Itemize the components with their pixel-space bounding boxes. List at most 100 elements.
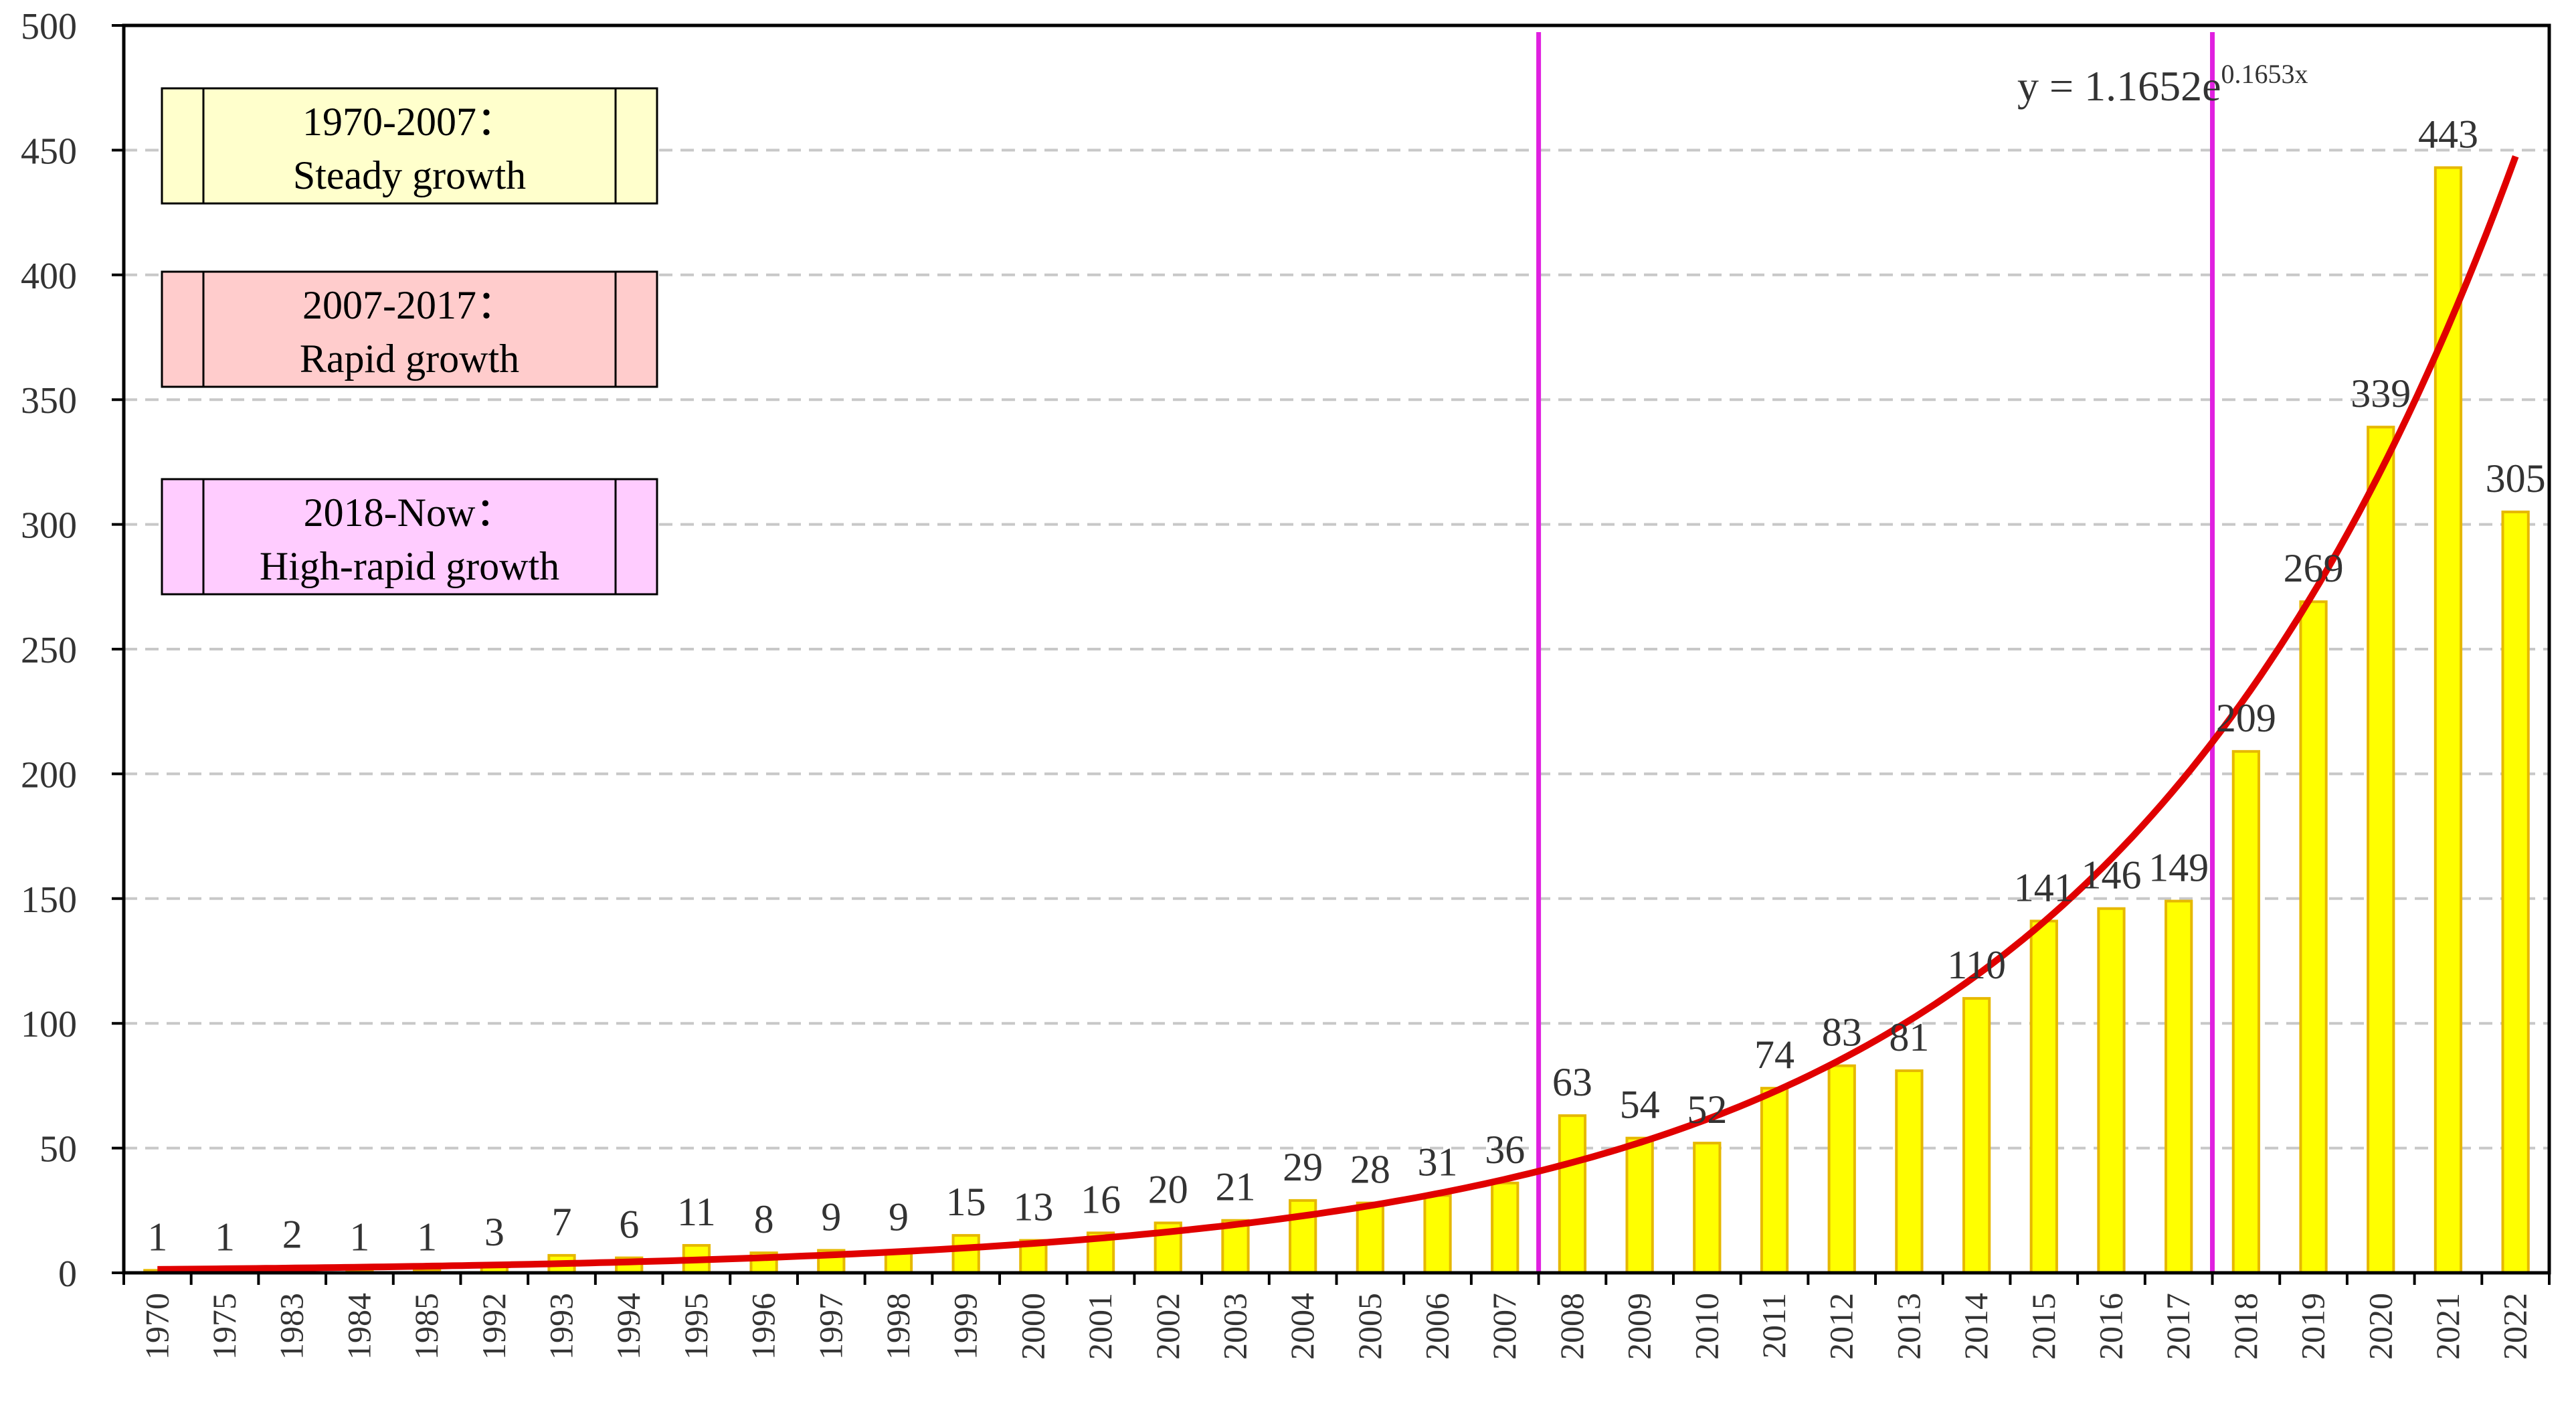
equation-prefix: y = 1.1652e <box>2017 62 2221 110</box>
data-label: 54 <box>1620 1083 1660 1127</box>
x-tick-label: 2004 <box>1283 1293 1321 1360</box>
bar <box>2299 600 2328 1274</box>
bar <box>1625 1136 1654 1274</box>
x-tick-label: 2012 <box>1823 1293 1860 1360</box>
x-tick-label: 2018 <box>2227 1293 2264 1360</box>
x-tick-label: 1984 <box>340 1293 377 1360</box>
x-tick-label: 1995 <box>677 1293 715 1360</box>
x-tick-label: 1998 <box>879 1293 917 1360</box>
phase-label-period: 2007-2017： <box>302 283 517 327</box>
data-label: 21 <box>1215 1165 1255 1209</box>
bar <box>1356 1201 1384 1274</box>
data-label: 305 <box>2486 456 2546 501</box>
data-label: 74 <box>1754 1033 1795 1077</box>
x-tick-label: 1992 <box>475 1293 513 1360</box>
x-tick-label: 1985 <box>407 1293 445 1360</box>
data-label: 31 <box>1418 1140 1458 1184</box>
data-label: 28 <box>1350 1148 1390 1192</box>
bar <box>1423 1194 1452 1275</box>
bar <box>2165 899 2193 1274</box>
data-label: 11 <box>677 1190 716 1234</box>
phase-boundary-lines <box>1536 32 2215 1273</box>
phase-box-background <box>161 87 658 205</box>
phase-label-description: Steady growth <box>293 153 526 197</box>
x-tick-label: 1999 <box>947 1293 984 1360</box>
data-label: 16 <box>1081 1177 1121 1221</box>
data-label: 269 <box>2284 546 2344 590</box>
y-tick-label: 450 <box>21 130 77 172</box>
data-label: 443 <box>2418 112 2478 156</box>
bar <box>1895 1069 1924 1274</box>
x-tick-label: 1994 <box>610 1293 647 1360</box>
bar <box>1962 996 1991 1275</box>
x-tick-label: 1983 <box>273 1293 310 1360</box>
x-axis: 1970 1975 1983 1984 1985 1992 1993 1994 1995 1996… <box>122 1273 2551 1360</box>
y-tick-label: 100 <box>21 1004 77 1045</box>
data-label: 7 <box>552 1200 572 1244</box>
phase-box-background <box>161 270 658 388</box>
bar <box>1827 1064 1856 1275</box>
y-tick-label: 400 <box>21 256 77 297</box>
bar <box>2097 907 2126 1275</box>
x-tick-label: 2011 <box>1755 1293 1792 1358</box>
data-label: 20 <box>1148 1167 1188 1211</box>
data-label: 63 <box>1552 1060 1592 1104</box>
x-tick-label: 2019 <box>2294 1293 2332 1360</box>
phase-box: 2018-Now： High-rapid growth <box>161 478 658 596</box>
data-label: 3 <box>484 1210 504 1254</box>
bar <box>1760 1087 1789 1275</box>
y-tick-label: 0 <box>58 1253 77 1295</box>
bar <box>2501 510 2530 1275</box>
data-label: 6 <box>619 1203 639 1247</box>
x-tick-label: 2006 <box>1418 1293 1456 1360</box>
x-tick-label: 2001 <box>1081 1293 1119 1360</box>
y-tick-label: 500 <box>21 6 77 48</box>
y-tick-label: 300 <box>21 505 77 547</box>
exponential-trendline <box>157 155 2519 1273</box>
data-label: 110 <box>1947 943 2006 987</box>
phase-label-description: High-rapid growth <box>260 544 559 588</box>
y-axis: 0 50 100 150 200 250 300 350 400 450 500 <box>21 6 124 1295</box>
data-label: 83 <box>1822 1010 1862 1055</box>
x-tick-label: 2015 <box>2025 1293 2062 1360</box>
y-tick-label: 150 <box>21 879 77 921</box>
data-label: 29 <box>1283 1145 1323 1189</box>
y-tick-label: 350 <box>21 380 77 422</box>
x-tick-label: 2007 <box>1485 1293 1523 1360</box>
phase-label-period: 1970-2007： <box>302 100 517 144</box>
data-label: 1 <box>147 1215 167 1259</box>
phase-box: 2007-2017： Rapid growth <box>161 270 658 388</box>
data-label: 81 <box>1889 1015 1929 1059</box>
bar-series <box>143 166 2530 1275</box>
data-label: 9 <box>821 1195 841 1239</box>
phase-boxes: 1970-2007： Steady growth 2007-2017： Rapid g… <box>161 87 658 596</box>
x-tick-label: 2003 <box>1216 1293 1253 1360</box>
x-tick-label: 2020 <box>2361 1293 2399 1360</box>
data-label: 1 <box>349 1215 369 1259</box>
bar <box>2029 919 2058 1275</box>
x-tick-label: 2017 <box>2159 1293 2197 1360</box>
data-label: 149 <box>2148 846 2209 890</box>
x-tick-label: 1970 <box>138 1293 175 1360</box>
data-label: 9 <box>889 1195 909 1239</box>
data-label: 209 <box>2216 696 2276 740</box>
phase-label-description: Rapid growth <box>300 337 519 381</box>
data-label: 36 <box>1485 1128 1525 1172</box>
data-label: 1 <box>215 1215 235 1259</box>
x-tick-label: 1975 <box>205 1293 243 1360</box>
data-label: 13 <box>1013 1185 1053 1229</box>
x-tick-label: 1993 <box>543 1293 580 1360</box>
equation-exponent: 0.1653x <box>2221 59 2308 89</box>
x-tick-label: 2016 <box>2092 1293 2129 1360</box>
equation-text: y = 1.1652e0.1653x <box>2017 59 2308 110</box>
data-label: 2 <box>282 1213 302 1257</box>
phase-box: 1970-2007： Steady growth <box>161 87 658 205</box>
data-label: 339 <box>2351 371 2411 416</box>
bar <box>1558 1114 1587 1274</box>
bar <box>951 1234 980 1274</box>
x-tick-label: 2005 <box>1351 1293 1388 1360</box>
y-tick-label: 50 <box>39 1129 77 1170</box>
x-tick-label: 2010 <box>1687 1293 1725 1360</box>
